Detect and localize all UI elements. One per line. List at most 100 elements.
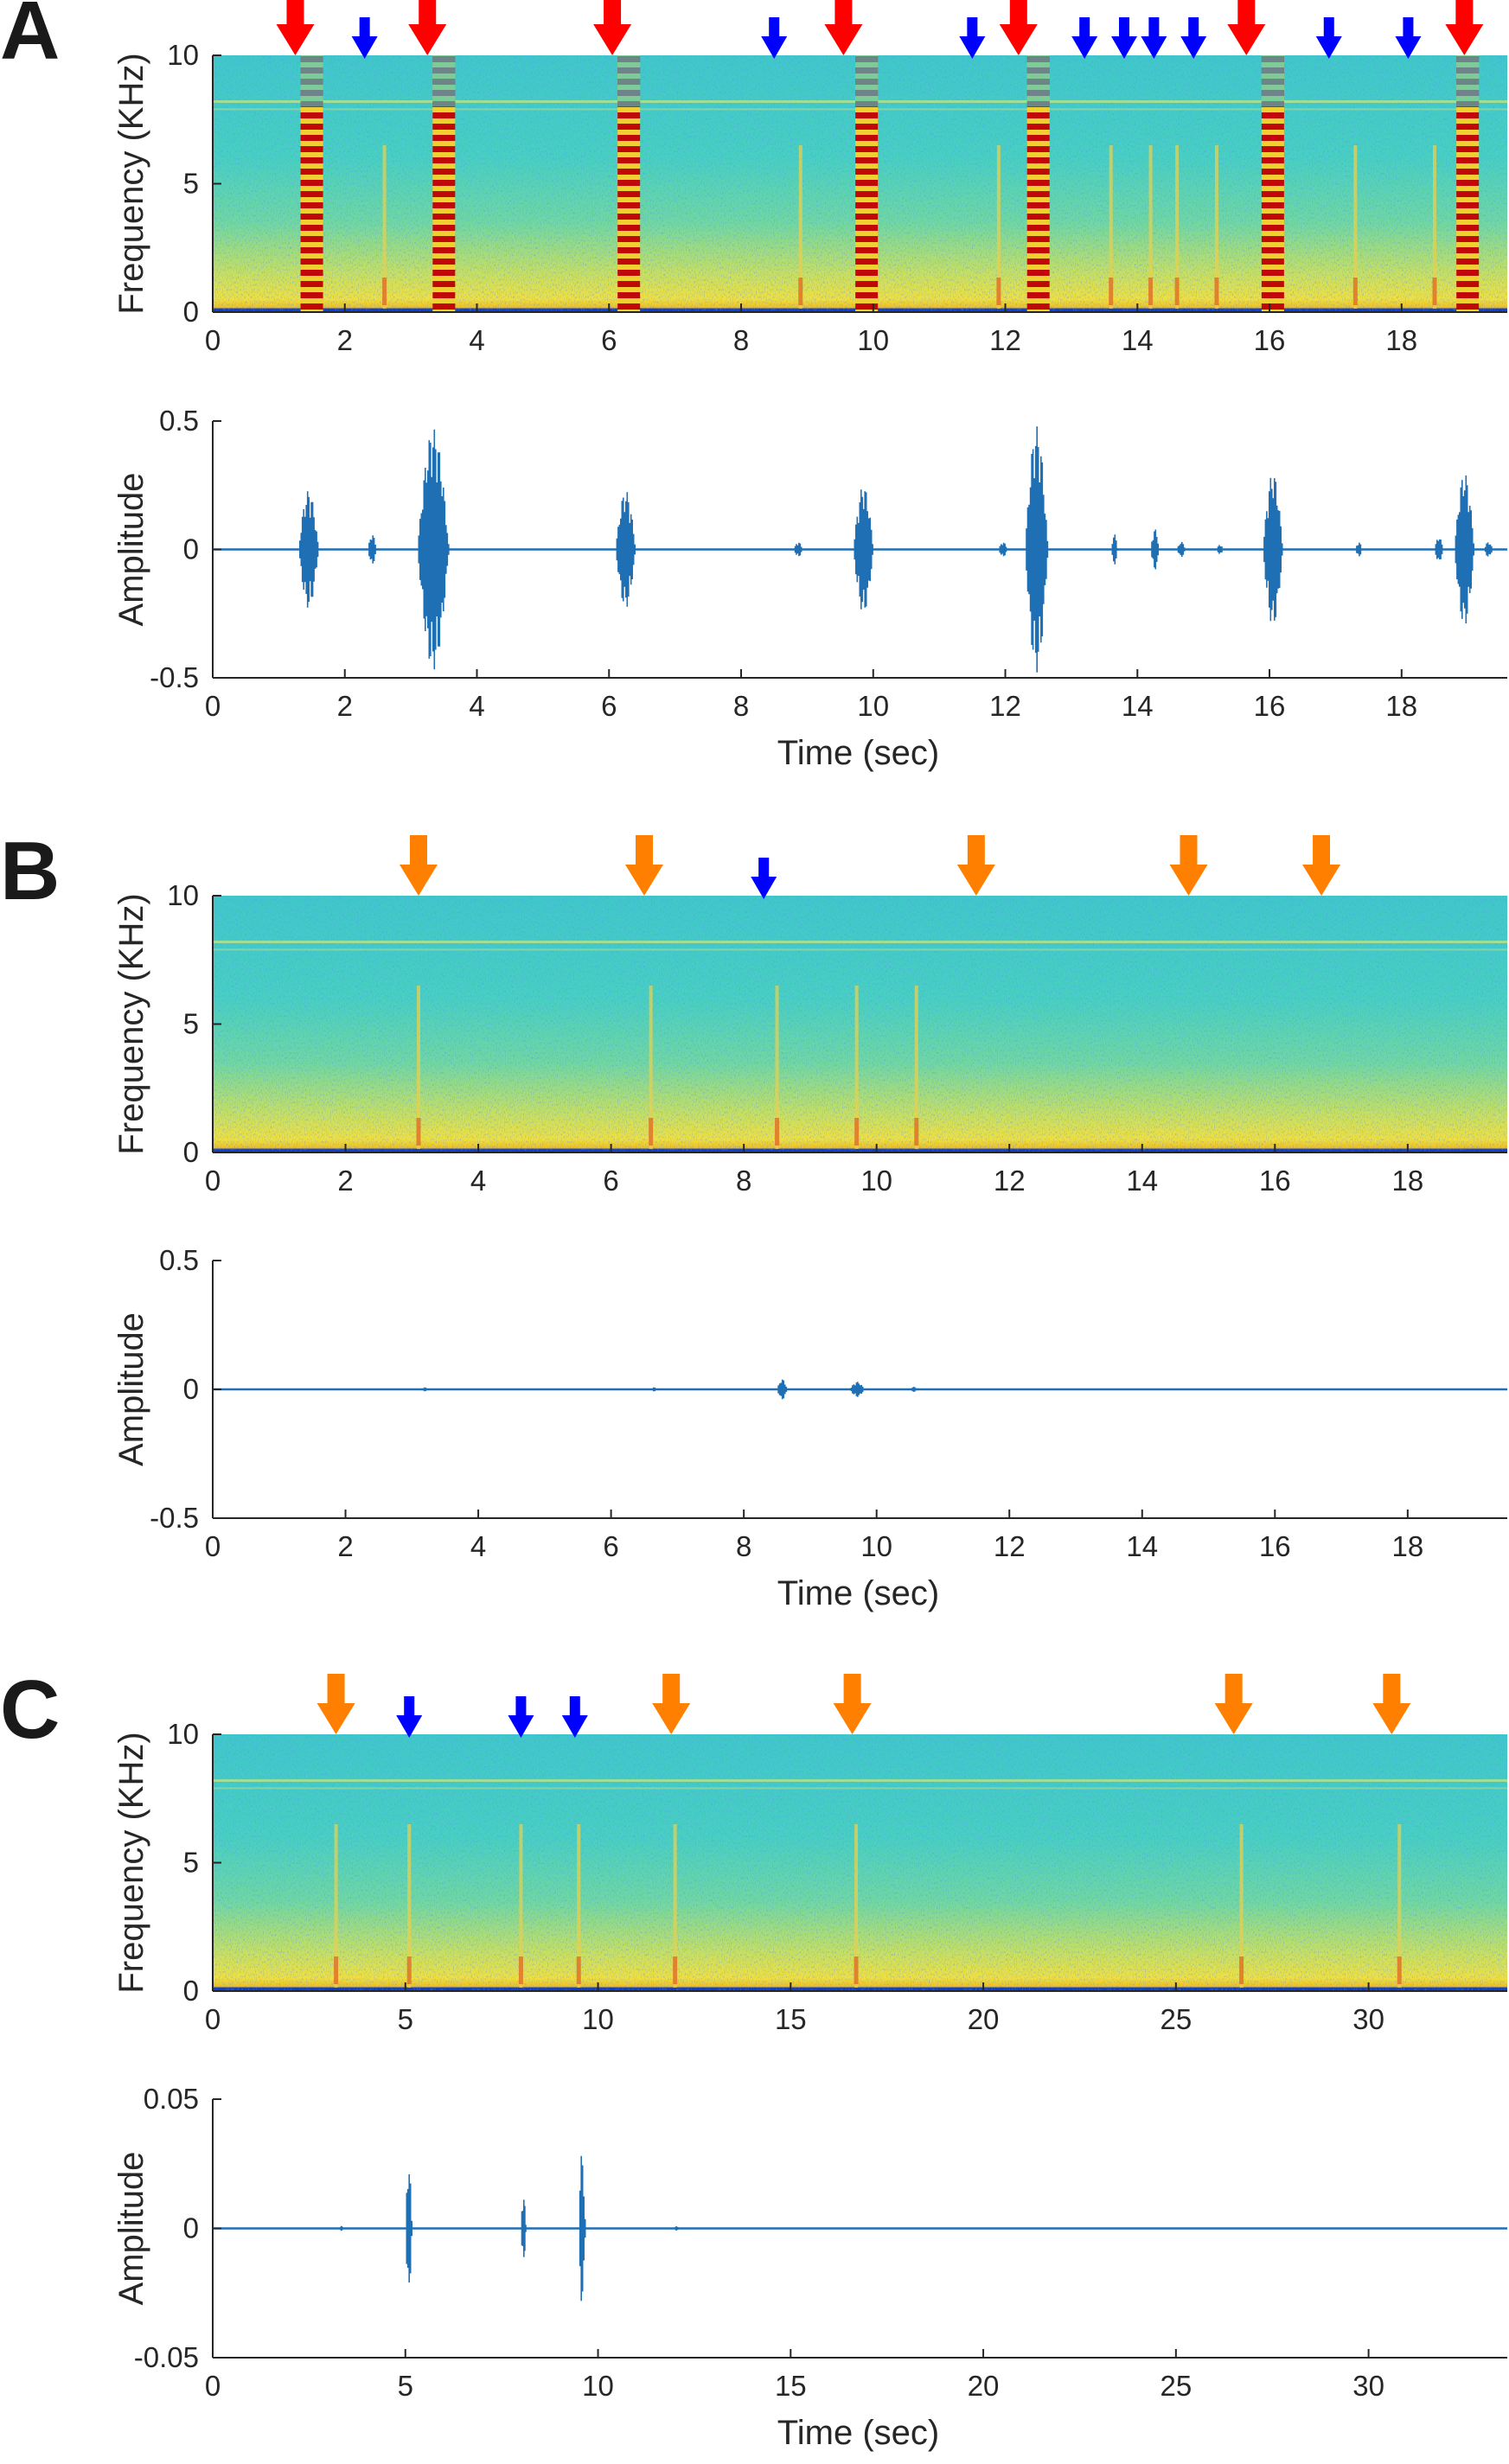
x-tick-label: 14 — [1122, 690, 1154, 722]
y-tick-label: 0 — [183, 533, 199, 565]
x-tick-label: 15 — [775, 2370, 807, 2402]
spectrogram-call-strong — [855, 55, 879, 312]
spectrogram-call-strong — [617, 55, 641, 312]
waveform-burst — [368, 535, 376, 564]
x-tick-label: 14 — [1126, 1165, 1158, 1197]
x-tick-label: 8 — [736, 1165, 751, 1197]
y-tick-label: -0.5 — [150, 661, 199, 693]
y-tick-label: 0 — [183, 296, 199, 328]
waveform-burst — [777, 1379, 788, 1400]
x-tick-label: 20 — [968, 2370, 1000, 2402]
y-tick-label: 0 — [183, 2212, 199, 2244]
arrow-marker-blue — [561, 1696, 588, 1738]
y-tick-label: 0 — [183, 1975, 199, 2007]
arrow-marker-blue — [959, 17, 986, 59]
y-tick-label: 5 — [183, 168, 199, 200]
x-tick-label: 10 — [860, 1165, 892, 1197]
arrow-marker-blue — [751, 858, 777, 899]
waveform-burst — [910, 1387, 918, 1392]
waveform-burst — [854, 489, 873, 610]
spectrogram: 0 5 10 0 5 10 15 20 25 30 Frequency (KHz) — [112, 1674, 1507, 2035]
arrow-marker-blue — [761, 17, 788, 59]
y-axis-title: Frequency (KHz) — [112, 893, 150, 1154]
x-tick-label: 5 — [398, 2370, 413, 2402]
arrow-marker-red — [999, 0, 1038, 55]
call-top — [855, 55, 879, 107]
call-top — [1456, 55, 1480, 107]
call-top — [432, 55, 456, 107]
x-tick-label: 0 — [205, 690, 221, 722]
waveform-burst — [521, 2199, 527, 2257]
arrow-marker-red — [408, 0, 447, 55]
arrow-marker-orange — [1302, 835, 1341, 896]
x-axis-title: Time (sec) — [777, 2414, 939, 2452]
x-tick-label: 0 — [205, 2370, 221, 2402]
y-tick-label: 0.05 — [144, 2083, 199, 2115]
x-tick-label: 18 — [1385, 690, 1417, 722]
y-tick-label: 0.5 — [159, 405, 199, 437]
x-tick-label: 6 — [603, 1530, 618, 1562]
arrow-marker-blue — [508, 1696, 534, 1738]
waveform-burst — [1484, 542, 1493, 557]
y-tick-label: 10 — [167, 39, 199, 71]
x-tick-label: 6 — [601, 324, 617, 356]
x-tick-label: 12 — [994, 1165, 1026, 1197]
x-tick-label: 12 — [994, 1530, 1026, 1562]
arrow-marker-orange — [625, 835, 663, 896]
panel-letter: A — [0, 0, 60, 77]
y-tick-label: 5 — [183, 1847, 199, 1879]
y-axis-title: Amplitude — [112, 2152, 150, 2306]
x-tick-label: 20 — [968, 2003, 1000, 2035]
waveform-burst — [1356, 542, 1363, 557]
x-tick-label: 16 — [1254, 324, 1286, 356]
panel-letter: C — [0, 1663, 60, 1756]
x-tick-label: 6 — [601, 690, 617, 722]
waveform-burst — [1026, 426, 1049, 673]
x-tick-label: 0 — [205, 1530, 221, 1562]
panel-letter: B — [0, 825, 60, 917]
x-tick-label: 0 — [205, 2003, 221, 2035]
x-tick-label: 4 — [470, 1165, 486, 1197]
waveform-burst — [1177, 541, 1186, 558]
spectrogram-call-strong — [1456, 55, 1480, 312]
waveform-burst — [651, 1387, 659, 1392]
waveform-burst — [675, 2226, 680, 2231]
x-tick-label: 25 — [1160, 2370, 1192, 2402]
y-axis-title: Frequency (KHz) — [112, 53, 150, 314]
waveform-burst — [299, 491, 319, 608]
arrow-marker-red — [1445, 0, 1484, 55]
waveform-burst — [1217, 545, 1224, 554]
waveform-burst — [418, 429, 450, 670]
arrow-marker-orange — [956, 835, 995, 896]
waveform-burst — [616, 492, 636, 607]
x-tick-label: 16 — [1259, 1530, 1291, 1562]
spectrogram-noise — [213, 896, 1507, 1152]
arrow-marker-orange — [1214, 1674, 1253, 1734]
x-tick-label: 5 — [398, 2003, 413, 2035]
x-tick-label: 2 — [337, 1530, 353, 1562]
x-tick-label: 10 — [582, 2370, 614, 2402]
waveform-burst — [579, 2155, 586, 2301]
call-top — [300, 55, 323, 107]
x-tick-label: 25 — [1160, 2003, 1192, 2035]
x-tick-label: 8 — [733, 324, 749, 356]
x-tick-label: 0 — [205, 1165, 221, 1197]
waveform-burst — [406, 2174, 412, 2283]
arrow-marker-blue — [351, 17, 378, 59]
x-tick-label: 14 — [1126, 1530, 1158, 1562]
waveform-burst — [1435, 539, 1443, 559]
x-tick-label: 10 — [857, 690, 889, 722]
spectrogram: 0 5 10 0 2 4 6 8 10 12 14 16 18 Frequency (KHz) — [112, 0, 1507, 356]
arrow-marker-blue — [1111, 17, 1138, 59]
x-tick-label: 15 — [775, 2003, 807, 2035]
x-tick-label: 10 — [860, 1530, 892, 1562]
y-axis-title: Amplitude — [112, 1312, 150, 1466]
x-tick-label: 18 — [1391, 1165, 1423, 1197]
x-tick-label: 10 — [582, 2003, 614, 2035]
y-axis-title: Frequency (KHz) — [112, 1732, 150, 1993]
y-tick-label: 10 — [167, 1718, 199, 1750]
